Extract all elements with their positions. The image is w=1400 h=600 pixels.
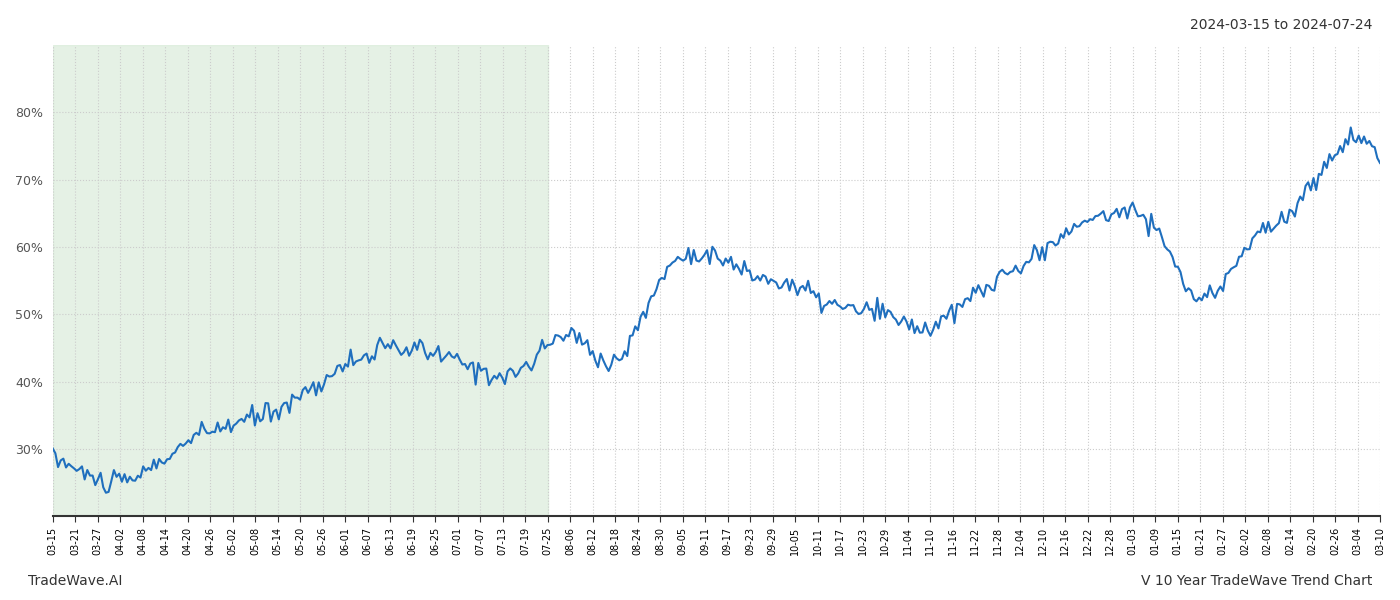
Text: TradeWave.AI: TradeWave.AI: [28, 574, 122, 588]
Text: V 10 Year TradeWave Trend Chart: V 10 Year TradeWave Trend Chart: [1141, 574, 1372, 588]
Bar: [53, 45, 547, 516]
Text: 2024-03-15 to 2024-07-24: 2024-03-15 to 2024-07-24: [1190, 18, 1372, 32]
